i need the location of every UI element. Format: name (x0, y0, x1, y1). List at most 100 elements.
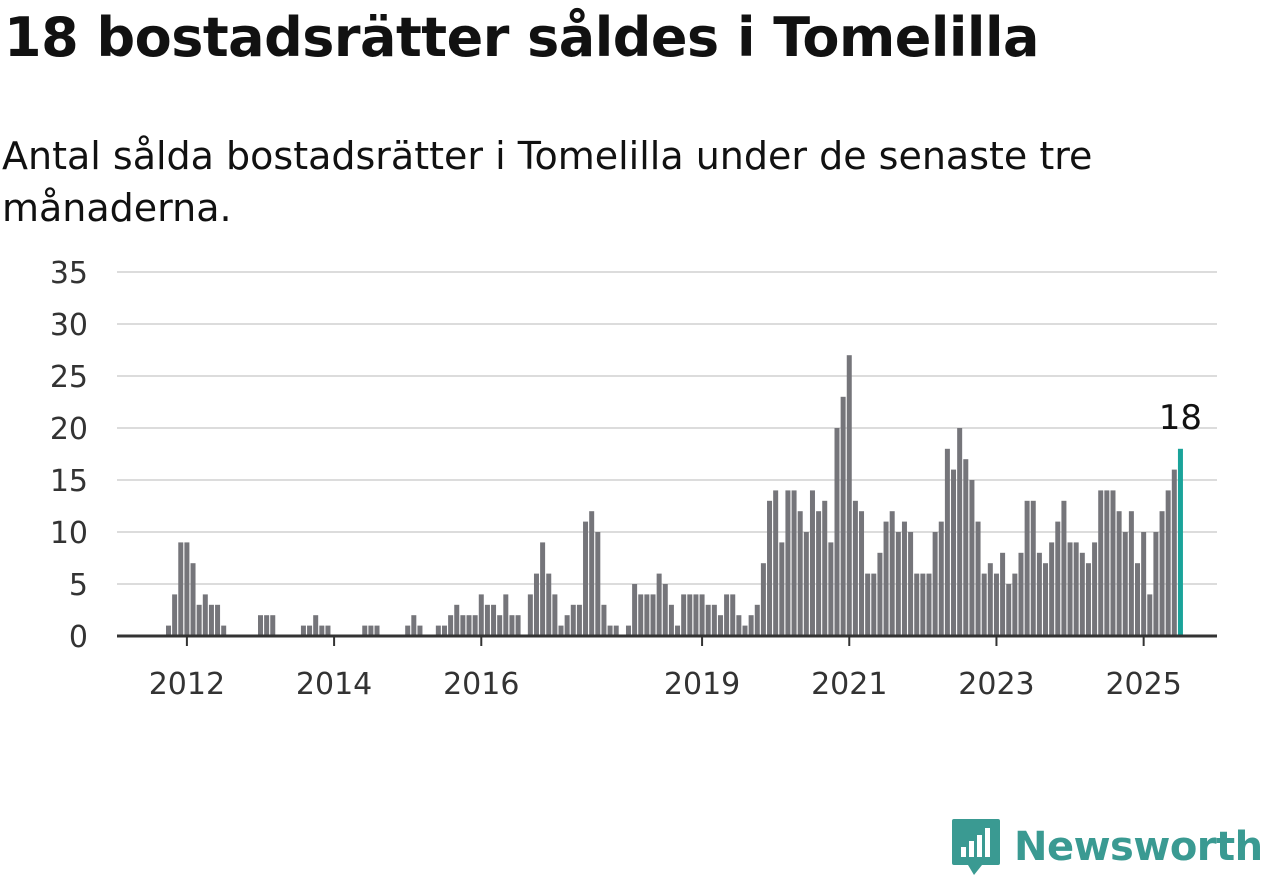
bar (368, 625, 374, 636)
bar (1049, 542, 1055, 636)
bar (435, 625, 441, 636)
bar (270, 615, 276, 636)
bar (859, 511, 865, 636)
bar (822, 500, 828, 636)
bar (1030, 500, 1036, 636)
bar (1006, 584, 1012, 636)
bar (313, 615, 319, 636)
bar (1104, 490, 1110, 636)
bar (1000, 552, 1006, 636)
bar (215, 604, 221, 636)
bar (503, 594, 509, 636)
bar (914, 573, 920, 636)
chart-subtitle: Antal sålda bostadsrätter i Tomelilla un… (2, 134, 1093, 230)
bar (969, 480, 975, 636)
bar (901, 521, 907, 636)
bar (632, 584, 638, 636)
bar (797, 511, 803, 636)
bar (1085, 563, 1091, 636)
bar (478, 594, 484, 636)
highlight-bar (1177, 448, 1183, 636)
bar (748, 615, 754, 636)
x-tick-label: 2014 (296, 667, 372, 700)
bar (717, 615, 723, 636)
bar (681, 594, 687, 636)
bar (202, 594, 208, 636)
bar (1024, 500, 1030, 636)
bar (963, 459, 969, 636)
bar (767, 500, 773, 636)
bar (258, 615, 263, 636)
bar (650, 594, 656, 636)
bar (638, 594, 644, 636)
bar (362, 625, 368, 636)
bar (552, 594, 558, 636)
bar (1153, 532, 1159, 636)
bar (1043, 563, 1049, 636)
x-tick-label: 2023 (958, 667, 1034, 700)
bar (908, 532, 914, 636)
bar (705, 604, 711, 636)
bar (595, 532, 601, 636)
bar (570, 604, 576, 636)
y-tick-label: 15 (50, 464, 88, 499)
chart-title: 18 bostadsrätter såldes i Tomelilla (4, 6, 1039, 69)
bar (957, 428, 963, 636)
bar (1171, 469, 1177, 636)
bar (625, 625, 631, 636)
y-tick-label: 35 (50, 256, 88, 291)
bar (540, 542, 546, 636)
bar (803, 532, 809, 636)
bar (196, 604, 202, 636)
bar (601, 604, 607, 636)
bar (693, 594, 699, 636)
bar (1067, 542, 1073, 636)
bar (454, 604, 460, 636)
bar (785, 490, 791, 636)
bar (1141, 532, 1147, 636)
bar (852, 500, 858, 636)
bar (1079, 552, 1085, 636)
bar (221, 625, 227, 636)
x-tick-label: 2012 (149, 667, 225, 700)
bar (527, 594, 533, 636)
bar (1122, 532, 1128, 636)
bar (791, 490, 797, 636)
bar (938, 521, 944, 636)
bar (742, 625, 748, 636)
bar (656, 573, 662, 636)
bar (1073, 542, 1079, 636)
bar (736, 615, 742, 636)
bar (441, 625, 447, 636)
bar (724, 594, 730, 636)
x-tick-label: 2021 (811, 667, 887, 700)
bar (687, 594, 693, 636)
bar (644, 594, 650, 636)
bar (920, 573, 926, 636)
bar (208, 604, 214, 636)
bar (460, 615, 466, 636)
bar (711, 604, 717, 636)
bar (1135, 563, 1141, 636)
bar (846, 355, 852, 636)
bar (491, 604, 497, 636)
bar (607, 625, 613, 636)
bar (405, 625, 411, 636)
bar (1147, 594, 1153, 636)
bar (533, 573, 539, 636)
bar (576, 604, 582, 636)
bar (411, 615, 417, 636)
bar (166, 625, 171, 636)
bar (699, 594, 705, 636)
bar (987, 563, 993, 636)
bar (1036, 552, 1042, 636)
bar (834, 428, 840, 636)
bar (613, 625, 619, 636)
bar (589, 511, 595, 636)
bar (779, 542, 785, 636)
bar (895, 532, 901, 636)
bar (1116, 511, 1122, 636)
bar (1098, 490, 1104, 636)
bar (466, 615, 472, 636)
